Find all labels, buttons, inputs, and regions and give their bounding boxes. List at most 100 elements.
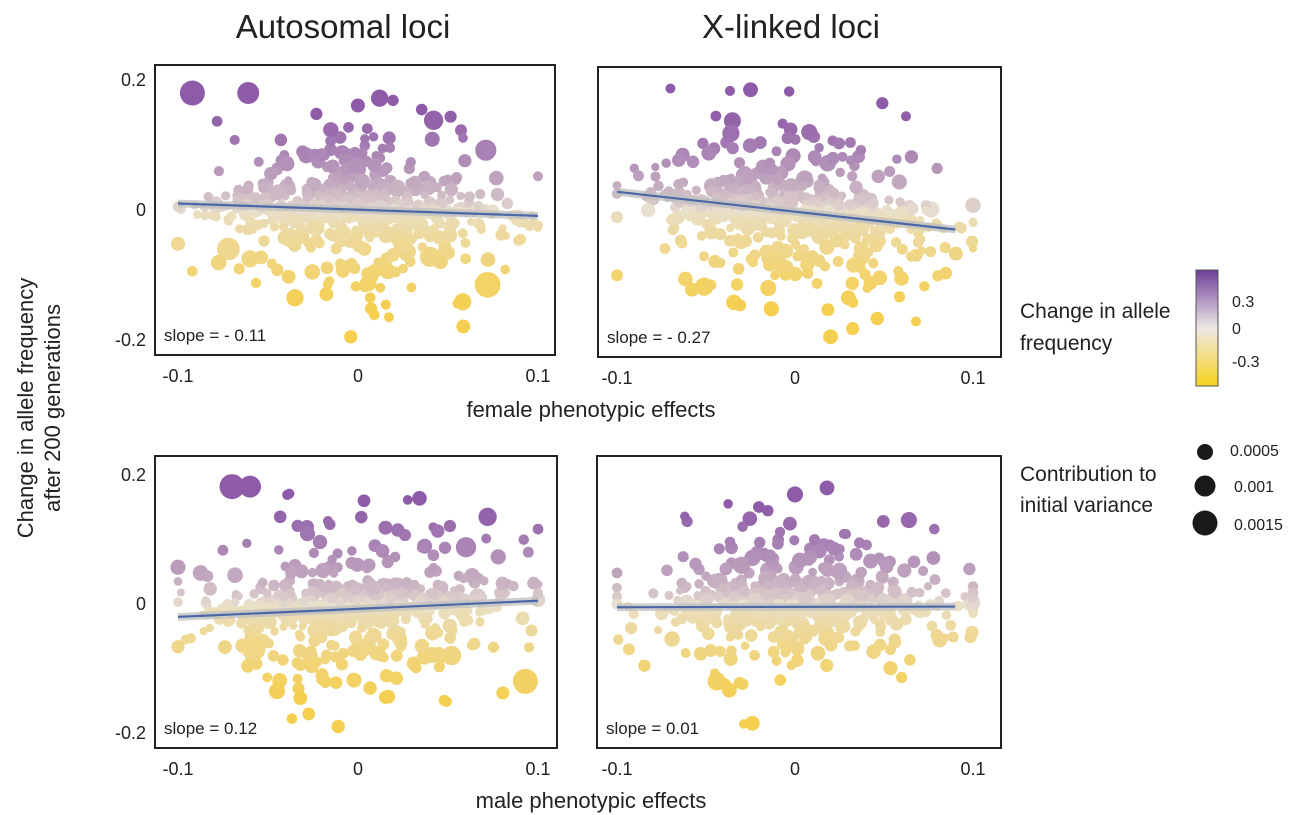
locus-point bbox=[689, 557, 702, 571]
locus-point bbox=[918, 565, 929, 576]
locus-point bbox=[744, 629, 758, 642]
locus-point bbox=[359, 644, 371, 656]
locus-point bbox=[315, 668, 329, 682]
trend-line bbox=[177, 599, 539, 618]
locus-point bbox=[808, 534, 821, 546]
locus-point bbox=[348, 262, 361, 275]
locus-point-large bbox=[419, 246, 441, 267]
locus-point bbox=[965, 235, 979, 248]
locus-point bbox=[173, 597, 183, 608]
locus-point bbox=[467, 217, 476, 226]
locus-point bbox=[335, 258, 346, 269]
locus-point bbox=[203, 191, 213, 202]
locus-point bbox=[391, 523, 405, 537]
locus-point bbox=[279, 591, 290, 601]
x-tick-label: 0 bbox=[353, 366, 363, 386]
locus-point bbox=[714, 645, 726, 657]
locus-point bbox=[854, 227, 864, 237]
locus-point bbox=[776, 231, 786, 241]
locus-point bbox=[495, 576, 509, 590]
locus-point bbox=[828, 187, 840, 199]
locus-point bbox=[324, 518, 336, 531]
locus-point bbox=[211, 115, 223, 127]
locus-point bbox=[719, 562, 733, 576]
locus-point bbox=[737, 521, 748, 532]
locus-point bbox=[380, 299, 391, 310]
locus-point bbox=[205, 623, 214, 633]
locus-point-large bbox=[512, 668, 538, 694]
locus-point bbox=[822, 565, 834, 577]
locus-point bbox=[680, 511, 690, 522]
size-legend-title-line2: initial variance bbox=[1020, 494, 1153, 517]
locus-point bbox=[471, 580, 481, 589]
panel-1: slope = - 0.11 -0.1 0 0.1 0.2 0 -0.2 bbox=[115, 64, 556, 386]
locus-point bbox=[803, 554, 815, 566]
locus-point bbox=[837, 151, 848, 162]
locus-point bbox=[525, 624, 538, 637]
locus-point bbox=[870, 615, 880, 625]
locus-point bbox=[952, 600, 964, 612]
x-tick-label: -0.1 bbox=[162, 759, 193, 779]
locus-point bbox=[284, 176, 293, 185]
locus-point bbox=[877, 572, 889, 584]
locus-point bbox=[939, 266, 953, 280]
locus-point bbox=[443, 619, 453, 628]
locus-point bbox=[258, 182, 269, 193]
locus-point bbox=[384, 142, 396, 153]
locus-point bbox=[712, 191, 722, 201]
locus-point bbox=[827, 541, 841, 556]
locus-point bbox=[267, 650, 280, 662]
locus-point bbox=[353, 240, 364, 252]
locus-point bbox=[825, 594, 836, 605]
locus-point bbox=[686, 155, 700, 169]
locus-point bbox=[390, 649, 403, 662]
locus-point bbox=[173, 577, 183, 586]
locus-point bbox=[532, 588, 544, 599]
locus-point-large bbox=[344, 330, 358, 344]
locus-point bbox=[814, 142, 824, 153]
locus-point bbox=[267, 216, 276, 225]
y-axis-label: Change in allele frequency after 200 gen… bbox=[13, 278, 65, 539]
locus-point bbox=[852, 589, 863, 600]
locus-point bbox=[941, 610, 952, 620]
locus-point bbox=[324, 276, 335, 286]
locus-point bbox=[363, 230, 372, 239]
locus-point bbox=[451, 171, 463, 184]
locus-point bbox=[361, 123, 373, 134]
points bbox=[611, 480, 981, 731]
locus-point bbox=[312, 534, 328, 550]
locus-point bbox=[414, 638, 430, 654]
locus-point bbox=[723, 651, 738, 666]
y-axis-label-line2: after 200 generations bbox=[40, 304, 65, 512]
locus-point-large bbox=[744, 715, 760, 731]
locus-point bbox=[879, 559, 894, 574]
locus-point bbox=[279, 579, 292, 592]
locus-point-large bbox=[840, 290, 856, 306]
locus-point bbox=[781, 245, 792, 256]
locus-point bbox=[929, 523, 940, 535]
locus-point bbox=[833, 199, 845, 211]
locus-point bbox=[268, 579, 280, 592]
locus-point bbox=[722, 682, 737, 698]
locus-point-large bbox=[695, 277, 714, 296]
locus-point bbox=[713, 543, 725, 555]
size-legend-dot-small bbox=[1197, 444, 1213, 460]
locus-point bbox=[412, 200, 422, 210]
locus-point bbox=[869, 238, 883, 253]
slope-annotation: slope = 0.01 bbox=[606, 719, 699, 738]
color-bar bbox=[1195, 269, 1219, 387]
locus-point bbox=[837, 221, 847, 230]
locus-point-large bbox=[474, 271, 501, 298]
locus-point bbox=[389, 671, 404, 685]
locus-point bbox=[298, 622, 307, 631]
panel-2: slope = - 0.27 -0.1 0 0.1 bbox=[597, 66, 1002, 388]
locus-point bbox=[843, 640, 855, 652]
locus-point bbox=[262, 672, 273, 683]
locus-point bbox=[346, 672, 362, 688]
x-tick-label: 0 bbox=[790, 368, 800, 388]
locus-point bbox=[870, 311, 884, 326]
locus-point bbox=[408, 218, 419, 229]
locus-point bbox=[862, 283, 873, 293]
locus-point bbox=[527, 576, 540, 590]
locus-point bbox=[921, 206, 930, 215]
